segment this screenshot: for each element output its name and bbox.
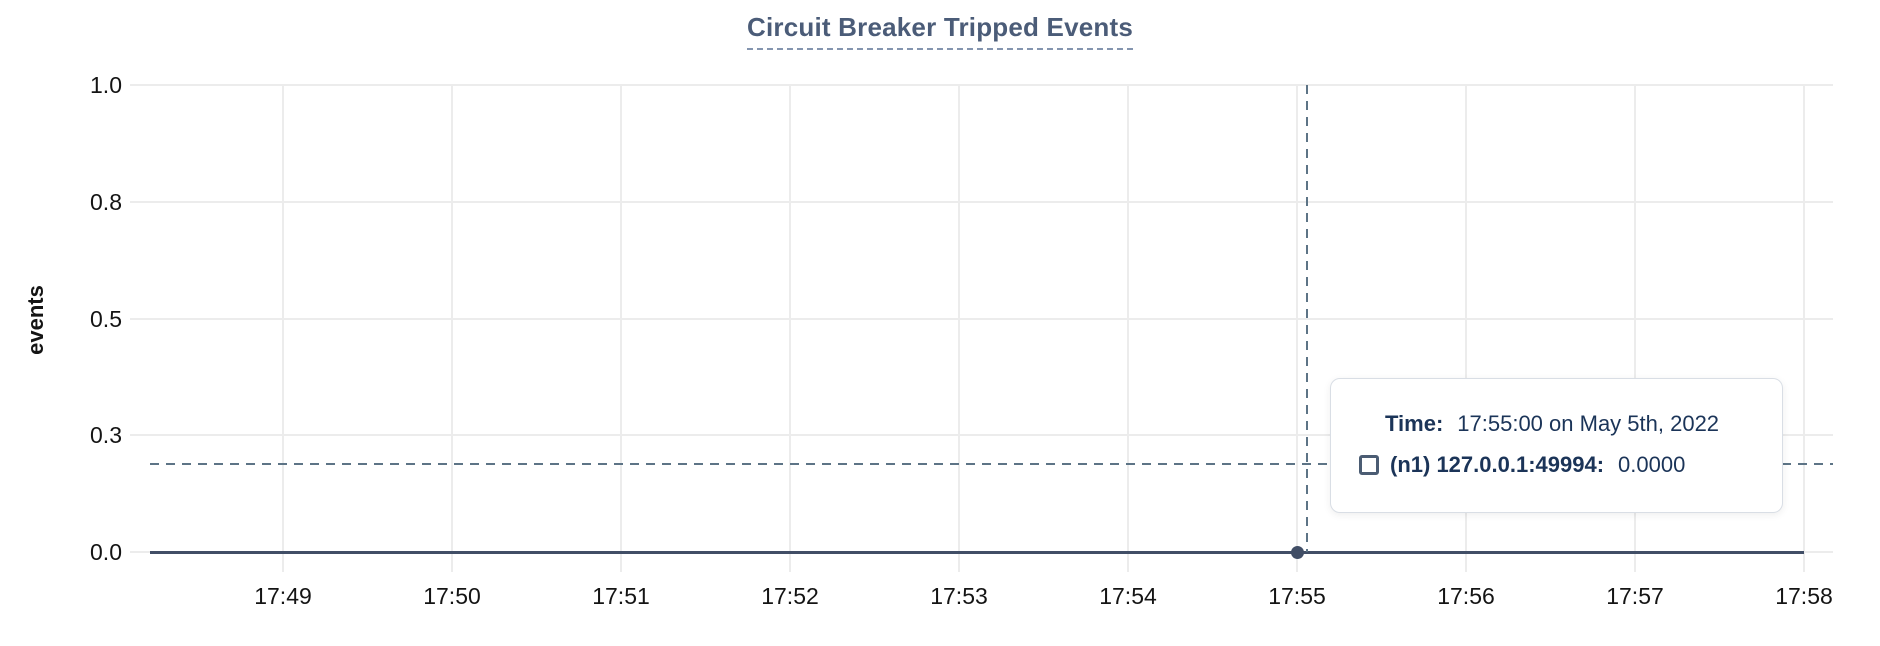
cursor-point <box>1290 545 1304 559</box>
v-gridline <box>1465 85 1467 572</box>
v-gridline <box>620 85 622 572</box>
tooltip-series-label: (n1) 127.0.0.1:49994: <box>1390 452 1605 477</box>
h-gridline <box>130 317 1833 320</box>
chart-header: Circuit Breaker Tripped Events <box>0 12 1880 50</box>
h-gridline <box>130 434 1833 437</box>
x-tick-label: 17:52 <box>761 583 819 609</box>
y-tick-label: 0.8 <box>90 188 122 215</box>
v-gridline <box>958 85 960 572</box>
y-tick-label: 0.5 <box>90 305 122 332</box>
v-gridline <box>1127 85 1129 572</box>
x-tick-label: 17:50 <box>423 583 481 609</box>
x-tick-label: 17:56 <box>1437 583 1495 609</box>
x-tick-label: 17:57 <box>1606 583 1664 609</box>
y-tick-label: 0.0 <box>90 539 122 565</box>
h-gridline <box>130 84 1833 86</box>
tooltip-series-value: 0.0000 <box>1618 452 1686 477</box>
cursor-tooltip: Time: 17:55:00 on May 5th, 2022 (n1) 127… <box>1330 378 1783 513</box>
tooltip-series-row: (n1) 127.0.0.1:49994: 0.0000 <box>1359 452 1782 477</box>
y-tick-label: 1.0 <box>90 72 122 98</box>
tooltip-time-row: Time: 17:55:00 on May 5th, 2022 <box>1385 411 1782 436</box>
v-gridline <box>1634 85 1636 572</box>
x-tick-label: 17:58 <box>1775 583 1833 609</box>
tooltip-time-label: Time: <box>1385 411 1444 436</box>
x-tick-label: 17:55 <box>1268 583 1326 609</box>
y-tick-label: 0.3 <box>90 422 122 449</box>
v-gridline <box>789 85 791 572</box>
x-tick-label: 17:49 <box>254 583 312 609</box>
v-gridline <box>1296 85 1298 572</box>
v-gridline <box>1803 85 1805 572</box>
x-tick-label: 17:54 <box>1099 583 1157 609</box>
series-square-marker-icon <box>1359 455 1379 475</box>
crosshair-vertical <box>1306 85 1308 552</box>
h-gridline <box>130 200 1833 203</box>
series-line <box>150 550 1804 554</box>
x-tick-label: 17:51 <box>592 583 650 609</box>
v-gridline <box>282 85 284 572</box>
v-gridline <box>451 85 453 572</box>
x-tick-label: 17:53 <box>930 583 988 609</box>
chart-title[interactable]: Circuit Breaker Tripped Events <box>746 12 1134 50</box>
crosshair-horizontal <box>150 463 1833 465</box>
tooltip-time-value: 17:55:00 on May 5th, 2022 <box>1457 411 1720 436</box>
